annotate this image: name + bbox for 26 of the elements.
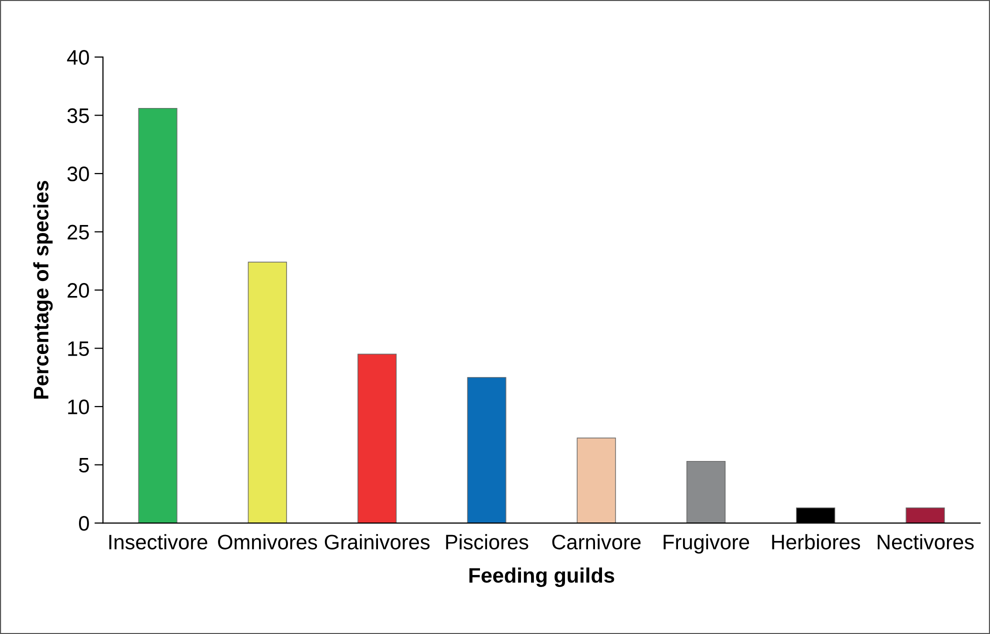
bar [576, 438, 616, 524]
x-tick-label: Grainivores [324, 534, 430, 550]
y-tick-label: 40 [67, 50, 89, 65]
x-tick-label: Frugivore [664, 534, 750, 554]
bar [248, 262, 287, 524]
bar [467, 377, 506, 524]
x-tick-label: Omnivores [218, 534, 318, 550]
y-tick-label: 15 [68, 342, 89, 356]
x-tick-label: Carnivore [552, 534, 641, 550]
x-tick-label: Pisciores [446, 534, 528, 550]
y-tick-label: 30 [67, 166, 89, 182]
x-tick-label: Nectivores [878, 534, 974, 550]
x-axis-title: Feeding guilds [469, 567, 614, 587]
bar [358, 354, 397, 524]
bar [138, 108, 178, 524]
bar [686, 460, 726, 524]
y-tick-label: 20 [68, 283, 89, 298]
y-tick-label: 10 [68, 400, 89, 414]
x-tick-label: Insectivore [109, 534, 208, 550]
y-tick-label: 25 [68, 224, 89, 240]
bar [906, 508, 945, 524]
y-tick-label: 35 [67, 108, 89, 124]
y-tick-label: 0 [78, 516, 89, 531]
y-axis-title: Percentage of species [33, 180, 53, 399]
x-tick-label: Herbiores [772, 534, 860, 550]
y-tick-label: 5 [79, 458, 89, 473]
